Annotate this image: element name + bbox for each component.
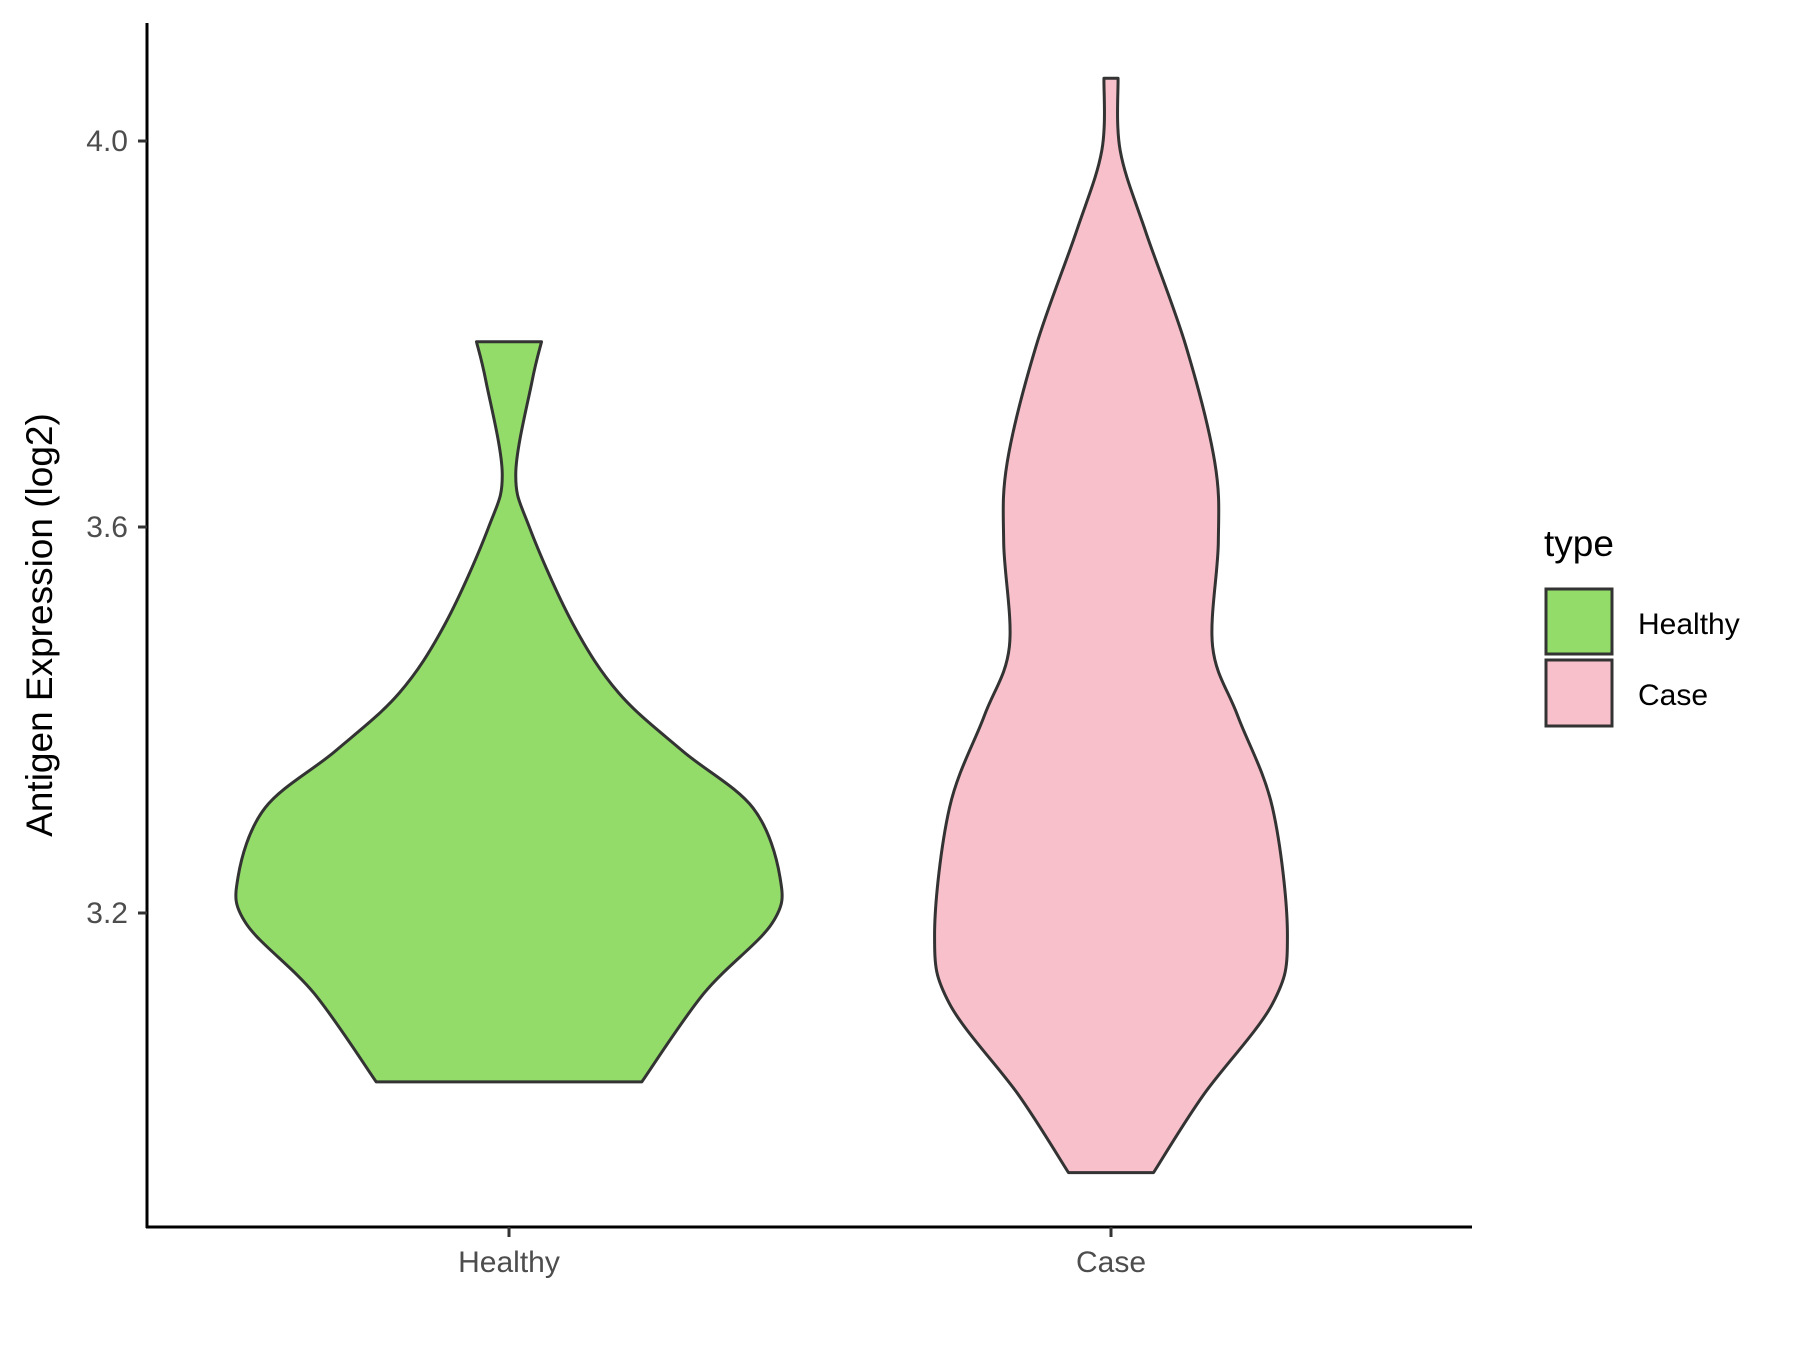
y-tick-label: 4.0	[86, 125, 128, 158]
legend-title: type	[1544, 523, 1614, 564]
y-tick-label: 3.6	[86, 511, 128, 544]
x-tick-label: Case	[1076, 1246, 1146, 1279]
y-tick-label: 3.2	[86, 897, 128, 930]
legend-label-case: Case	[1638, 679, 1708, 712]
violins	[234, 76, 1289, 1175]
y-axis-label: Antigen Expression (log2)	[19, 413, 60, 837]
x-tick-label: Healthy	[458, 1246, 560, 1279]
legend-label-healthy: Healthy	[1638, 608, 1740, 641]
x-ticks: Healthy Case	[458, 1227, 1146, 1279]
legend: type Healthy Case	[1544, 523, 1740, 728]
legend-key-case	[1544, 658, 1614, 728]
y-ticks: 3.2 3.6 4.0	[86, 125, 147, 930]
legend-key-healthy	[1544, 587, 1614, 656]
violin-healthy	[234, 340, 784, 1084]
violin-case	[933, 76, 1289, 1175]
